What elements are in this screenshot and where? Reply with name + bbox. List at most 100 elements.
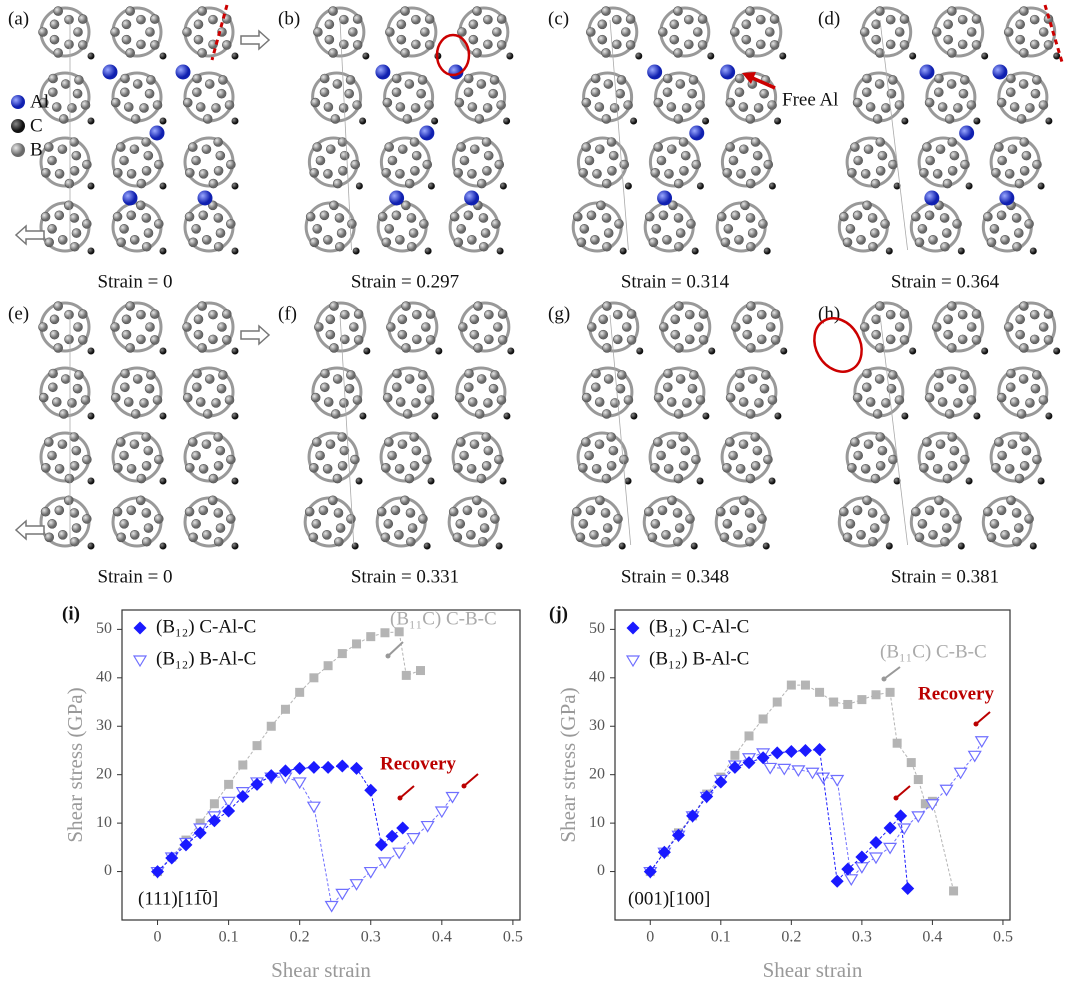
boron-atom: [48, 87, 58, 98]
boron-atom: [845, 224, 856, 234]
boron-atom: [69, 460, 80, 471]
boron-atom: [64, 178, 75, 189]
structure-panel: (e) Strain = 0: [8, 301, 239, 587]
boron-atom: [64, 39, 74, 50]
boron-atom: [402, 114, 413, 124]
boron-atom: [947, 48, 957, 58]
boron-cluster: [111, 431, 167, 485]
data-point: [250, 777, 264, 791]
boron-atom: [352, 14, 363, 24]
boron-atom: [594, 439, 605, 450]
boron-cluster: [183, 495, 239, 550]
boron-atom: [859, 322, 870, 332]
boron-atom: [192, 87, 202, 98]
boron-cluster: [111, 200, 167, 255]
boron-atom: [213, 536, 224, 547]
boron-atom: [126, 169, 137, 179]
boron-atom: [322, 464, 333, 474]
boron-atom: [49, 329, 60, 340]
chart: 0 0.1 0.2 0.3 0.4 0.5 0 10 20 30 40 50 Shear strain S…: [549, 603, 1013, 981]
boron-cluster: [38, 366, 95, 420]
boron-atom: [621, 322, 632, 332]
boron-atom: [149, 309, 160, 319]
y-tick-label: 40: [96, 668, 112, 685]
boron-cluster: [585, 6, 643, 60]
boron-atom: [1000, 530, 1010, 540]
x-tick-label: 0.4: [432, 929, 452, 946]
boron-atom: [149, 14, 160, 24]
boron-atom: [217, 322, 227, 332]
boron-cluster: [183, 431, 239, 485]
boron-atom: [678, 432, 689, 442]
boron-cluster: [924, 366, 981, 420]
boron-atom: [751, 165, 761, 176]
boron-atom: [971, 335, 982, 345]
boron-atom: [839, 211, 849, 222]
boron-atom: [340, 334, 350, 345]
boron-atom: [411, 150, 422, 161]
strain-label: Strain = 0.314: [621, 271, 730, 292]
boron-atom: [377, 211, 388, 222]
data-point: [800, 680, 810, 690]
boron-cluster: [576, 136, 632, 190]
boron-atom: [758, 219, 768, 229]
boron-atom: [958, 88, 969, 99]
boron-atom: [1019, 165, 1030, 176]
data-point: [857, 695, 867, 705]
boron-atom: [424, 100, 434, 110]
boron-atom: [983, 506, 993, 517]
boron-atom: [395, 102, 406, 112]
carbon-atom: [973, 117, 981, 125]
aluminum-atom: [419, 125, 435, 141]
data-point: [385, 829, 399, 843]
boron-atom: [682, 398, 692, 408]
boron-atom: [928, 530, 938, 540]
boron-atom: [144, 383, 155, 394]
boron-atom: [136, 39, 146, 50]
carbon-atom: [635, 52, 643, 60]
boron-atom: [405, 508, 416, 518]
data-point: [883, 842, 898, 855]
boron-atom: [946, 79, 957, 89]
boron-atom: [722, 168, 733, 178]
data-point: [777, 763, 792, 776]
boron-atom: [575, 532, 586, 543]
boron-atom: [477, 508, 488, 518]
boron-atom: [144, 88, 155, 99]
boron-atom: [594, 397, 605, 407]
boron-atom: [745, 473, 756, 484]
boron-atom: [129, 439, 140, 450]
boron-atom: [591, 368, 601, 379]
boron-atom: [871, 19, 881, 30]
carbon-atom: [87, 412, 95, 420]
y-tick-label: 0: [104, 862, 112, 879]
boron-atom: [309, 237, 320, 248]
boron-atom: [867, 508, 878, 518]
boron-atom: [1014, 473, 1025, 484]
boron-atom: [621, 27, 631, 37]
boron-atom: [394, 464, 405, 474]
boron-atom: [326, 144, 336, 155]
annotation: Recovery: [380, 753, 456, 774]
data-point: [841, 862, 855, 876]
x-tick-label: 0.3: [361, 929, 381, 946]
boron-cluster: [852, 366, 909, 420]
boron-atom: [590, 73, 601, 84]
boron-atom: [894, 27, 905, 37]
boron-atom: [1019, 432, 1030, 442]
boron-atom: [734, 73, 745, 84]
boron-atom: [852, 210, 863, 221]
aluminum-atom: [924, 190, 940, 206]
data-point: [830, 874, 844, 888]
boron-atom: [619, 454, 629, 465]
boron-cluster: [448, 200, 504, 255]
boron-atom: [466, 464, 477, 474]
boron-atom: [667, 144, 677, 155]
boron-cluster: [382, 366, 439, 420]
boron-atom: [139, 398, 149, 408]
boron-atom: [922, 142, 932, 152]
boron-atom: [592, 169, 602, 179]
boron-atom: [684, 334, 695, 345]
boron-atom: [126, 464, 137, 474]
